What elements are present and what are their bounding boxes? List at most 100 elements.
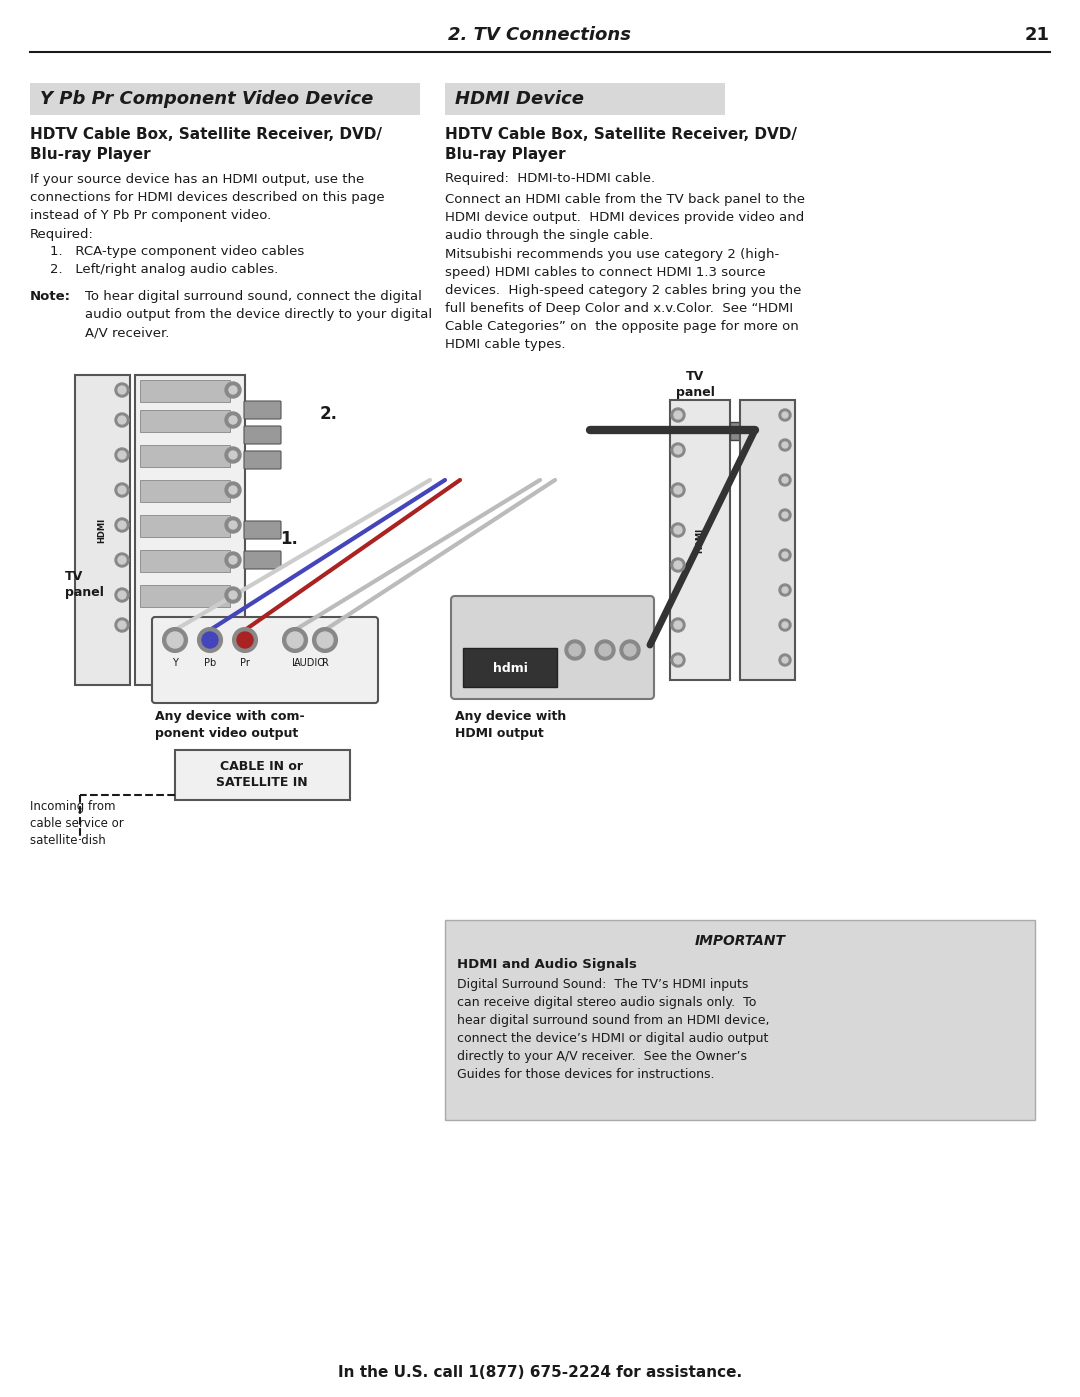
FancyBboxPatch shape [140,515,230,536]
Circle shape [225,447,241,462]
Circle shape [671,652,685,666]
Circle shape [233,629,257,652]
FancyBboxPatch shape [140,550,230,571]
Text: 2. TV Connections: 2. TV Connections [448,27,632,43]
Circle shape [671,483,685,497]
Text: Pr: Pr [240,658,249,668]
Text: HDMI: HDMI [97,517,107,542]
Circle shape [671,522,685,536]
Text: Connect an HDMI cable from the TV back panel to the
HDMI device output.  HDMI de: Connect an HDMI cable from the TV back p… [445,193,805,242]
Circle shape [118,591,126,599]
Circle shape [599,644,611,657]
Circle shape [565,640,585,659]
Text: Incoming from
cable service or
satellite dish: Incoming from cable service or satellite… [30,800,124,847]
FancyBboxPatch shape [140,380,230,402]
Circle shape [167,631,183,648]
Circle shape [229,416,237,425]
Circle shape [237,631,253,648]
Circle shape [779,474,791,486]
Circle shape [118,386,126,394]
Circle shape [671,617,685,631]
Circle shape [229,451,237,460]
Text: CABLE IN or
SATELLITE IN: CABLE IN or SATELLITE IN [216,760,308,789]
Text: TV
panel: TV panel [676,370,715,400]
Text: 2.   Left/right analog audio cables.: 2. Left/right analog audio cables. [50,263,279,277]
Text: Y Pb Pr Component Video Device: Y Pb Pr Component Video Device [40,89,374,108]
Circle shape [782,412,788,418]
FancyBboxPatch shape [135,374,245,685]
FancyBboxPatch shape [445,921,1035,1120]
Circle shape [287,631,303,648]
FancyBboxPatch shape [463,648,557,687]
Circle shape [674,486,681,495]
Circle shape [674,527,681,534]
Circle shape [569,644,581,657]
Text: L: L [293,658,298,668]
Circle shape [779,509,791,521]
Text: Y: Y [172,658,178,668]
Circle shape [674,562,681,569]
Circle shape [674,622,681,629]
Text: R: R [322,658,328,668]
Circle shape [313,629,337,652]
Text: HDMI: HDMI [696,528,704,553]
FancyBboxPatch shape [244,426,281,444]
Circle shape [229,591,237,599]
Text: HDTV Cable Box, Satellite Receiver, DVD/
Blu-ray Player: HDTV Cable Box, Satellite Receiver, DVD/… [30,127,382,162]
Circle shape [782,552,788,557]
Circle shape [118,556,126,564]
FancyBboxPatch shape [445,82,725,115]
FancyBboxPatch shape [152,617,378,703]
Circle shape [782,511,788,518]
FancyBboxPatch shape [244,401,281,419]
Circle shape [202,631,218,648]
Circle shape [674,411,681,419]
FancyBboxPatch shape [140,446,230,467]
Text: In the U.S. call 1(877) 675-2224 for assistance.: In the U.S. call 1(877) 675-2224 for ass… [338,1365,742,1380]
Circle shape [620,640,640,659]
Circle shape [118,622,126,629]
Circle shape [198,629,222,652]
Circle shape [118,486,126,495]
Circle shape [229,486,237,495]
FancyBboxPatch shape [244,550,281,569]
Text: Required:: Required: [30,228,94,242]
Circle shape [782,622,788,629]
Text: hdmi: hdmi [492,662,527,675]
Circle shape [671,408,685,422]
Text: Digital Surround Sound:  The TV’s HDMI inputs
can receive digital stereo audio s: Digital Surround Sound: The TV’s HDMI in… [457,978,769,1081]
Text: AUDIO: AUDIO [294,658,326,668]
Text: 1.   RCA-type component video cables: 1. RCA-type component video cables [50,244,305,258]
FancyBboxPatch shape [244,451,281,469]
Text: IMPORTANT: IMPORTANT [694,935,785,949]
FancyBboxPatch shape [175,750,350,800]
FancyBboxPatch shape [244,521,281,539]
Circle shape [283,629,307,652]
Circle shape [229,386,237,394]
Circle shape [779,619,791,631]
Circle shape [782,441,788,448]
Text: HDMI Device: HDMI Device [455,89,584,108]
Circle shape [229,521,237,529]
Text: 1.: 1. [280,529,298,548]
FancyBboxPatch shape [140,481,230,502]
Text: HDMI and Audio Signals: HDMI and Audio Signals [457,958,637,971]
FancyBboxPatch shape [451,597,654,698]
FancyBboxPatch shape [740,400,795,680]
Circle shape [782,657,788,664]
Circle shape [114,448,129,462]
Text: Required:  HDMI-to-HDMI cable.: Required: HDMI-to-HDMI cable. [445,172,656,184]
Circle shape [674,657,681,664]
Circle shape [595,640,615,659]
Text: Any device with
HDMI output: Any device with HDMI output [455,710,566,740]
Circle shape [674,446,681,454]
FancyBboxPatch shape [670,400,730,680]
Circle shape [624,644,636,657]
Text: If your source device has an HDMI output, use the
connections for HDMI devices d: If your source device has an HDMI output… [30,173,384,222]
Text: 21: 21 [1025,27,1050,43]
FancyBboxPatch shape [30,82,420,115]
Circle shape [114,383,129,397]
FancyBboxPatch shape [730,422,755,440]
Circle shape [225,587,241,604]
FancyBboxPatch shape [140,585,230,608]
